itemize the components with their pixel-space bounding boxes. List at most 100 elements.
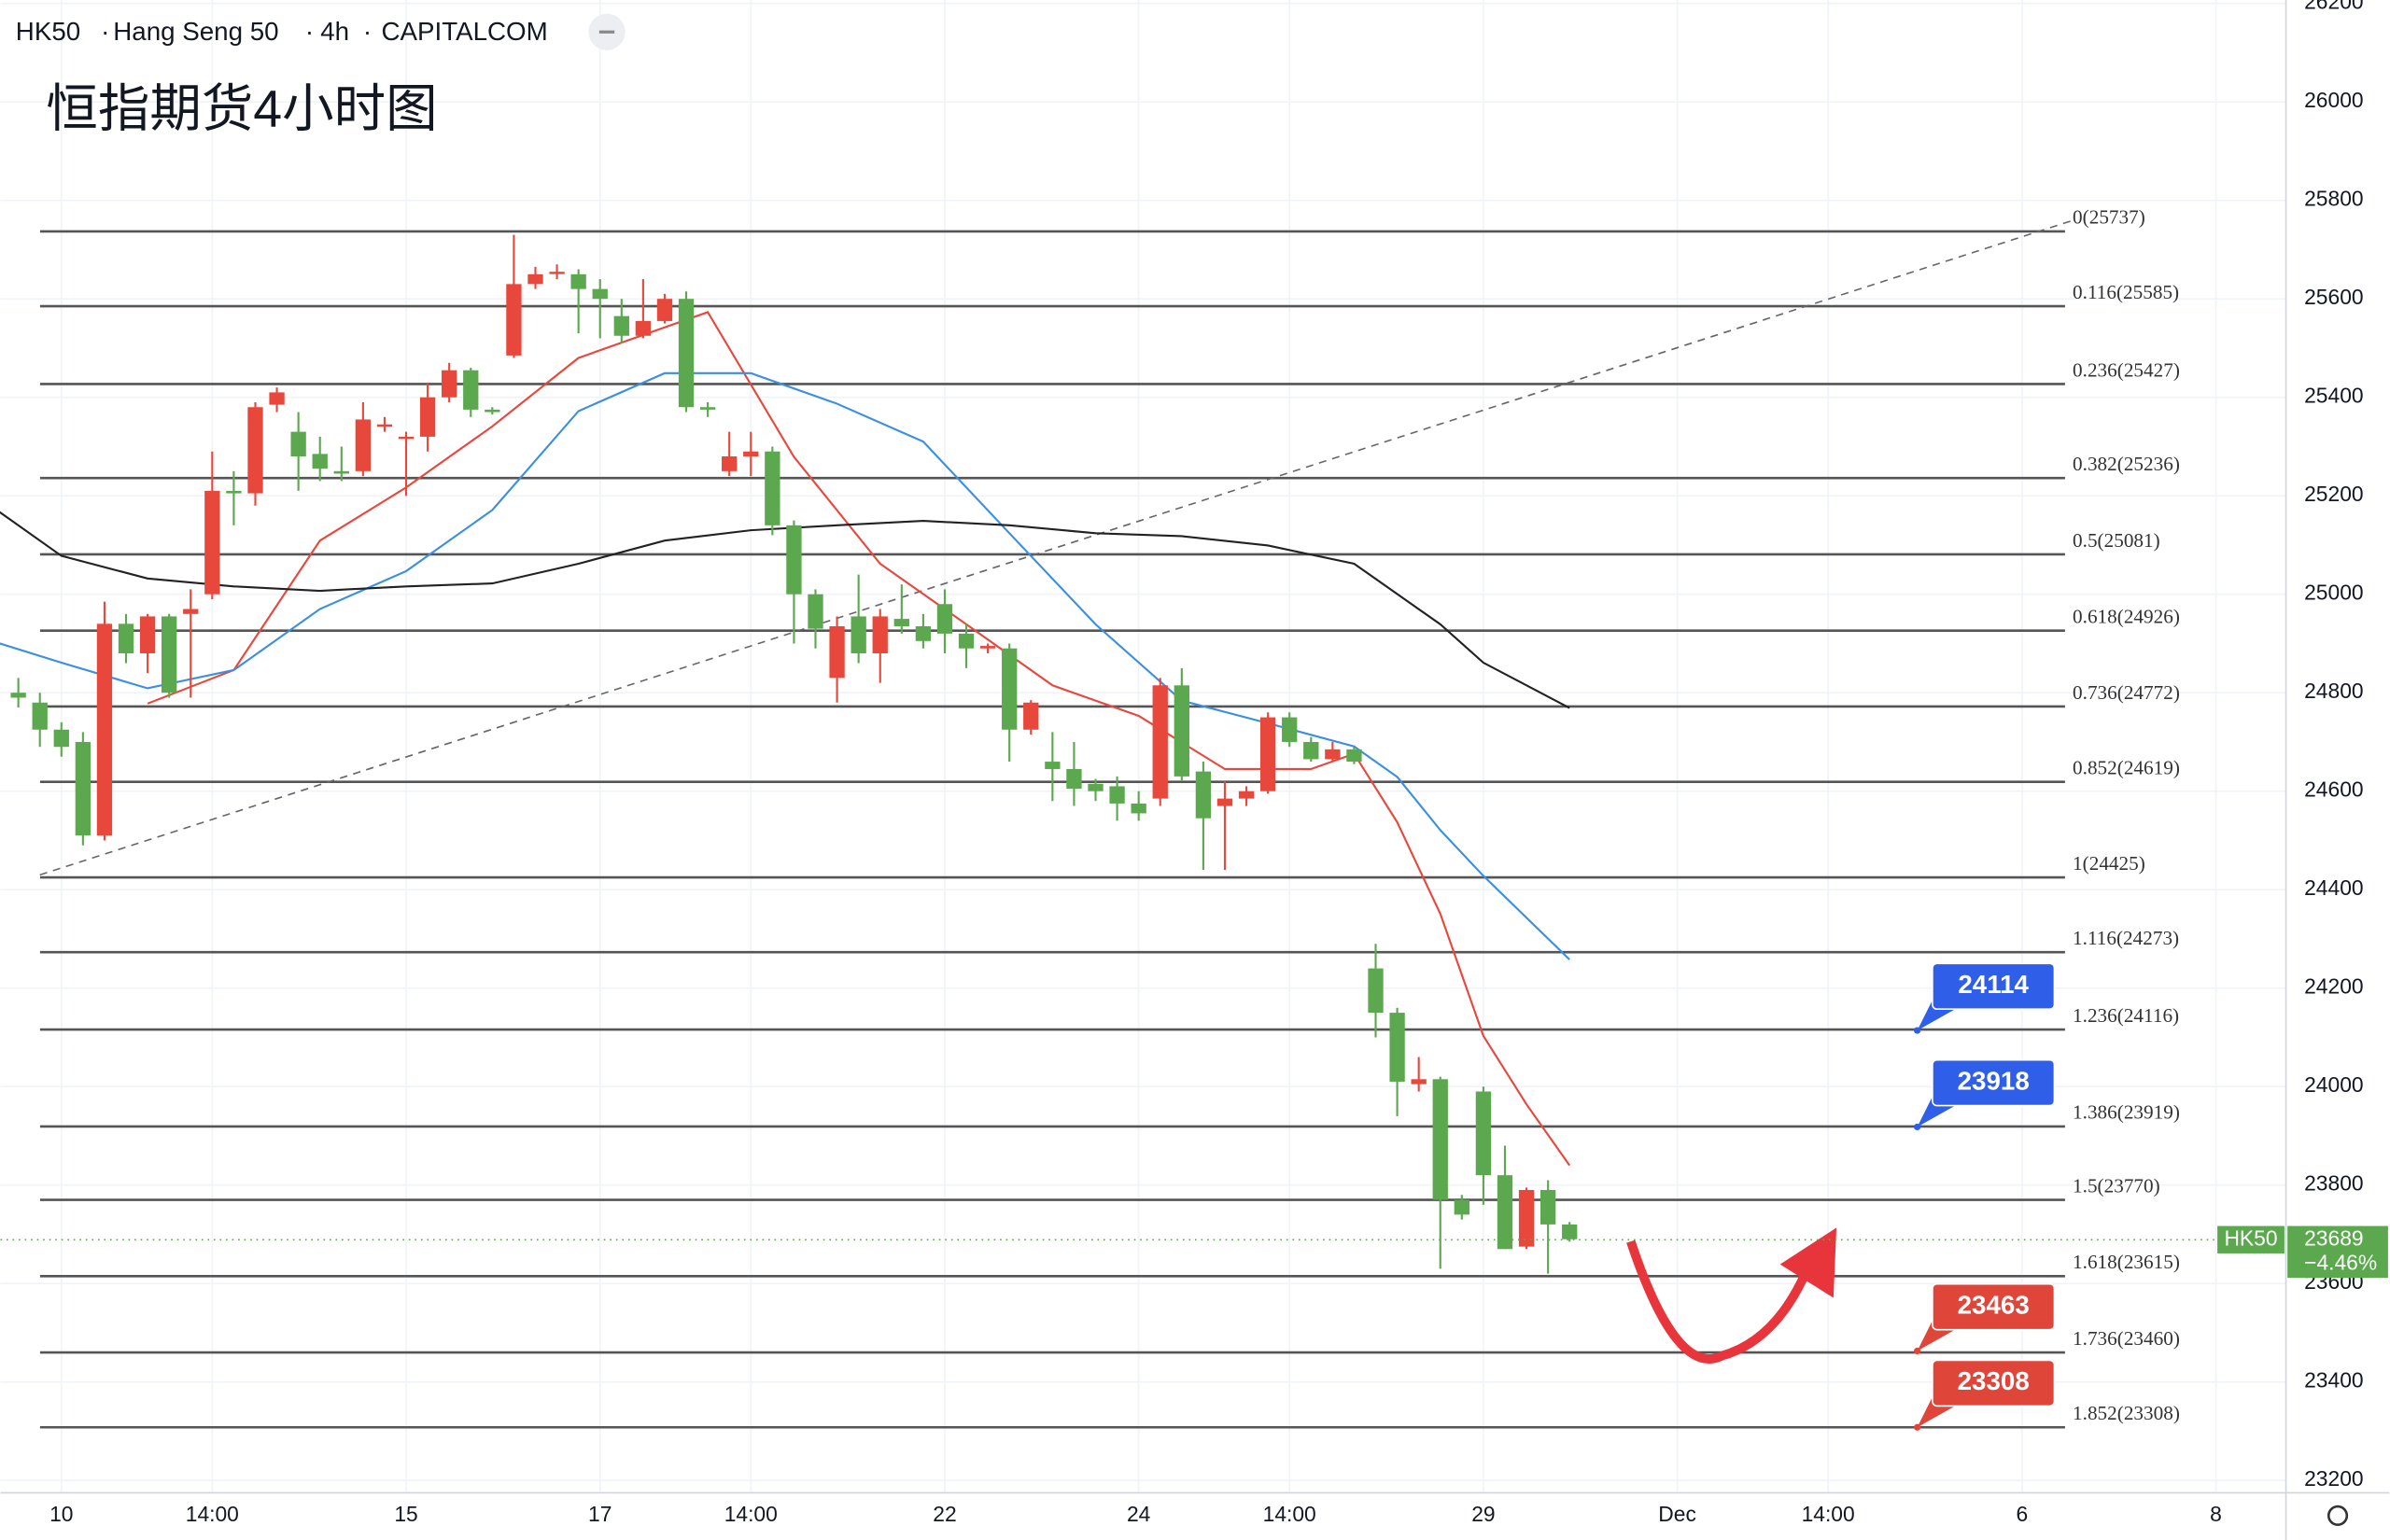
candle-body <box>290 431 306 457</box>
x-tick-label: 8 <box>2210 1502 2222 1526</box>
gear[interactable] <box>2327 1505 2349 1526</box>
candle-body <box>355 419 372 471</box>
candle-body <box>979 646 996 649</box>
candle-body <box>851 616 866 654</box>
candle-body <box>1411 1079 1427 1085</box>
symbol-tag-text: HK50 <box>2224 1225 2277 1250</box>
interval: 4h <box>320 17 349 46</box>
candle-body <box>1195 771 1212 819</box>
fib-label: 1.5(23770) <box>2073 1174 2160 1197</box>
candle-body <box>162 616 177 693</box>
candle-body <box>699 407 716 410</box>
candle-body <box>1259 717 1276 791</box>
candle-body <box>1152 685 1168 799</box>
y-tick-label: 23800 <box>2304 1171 2363 1196</box>
callout-box <box>1932 1058 2056 1107</box>
candle-body <box>247 407 263 494</box>
candle-body <box>75 741 91 836</box>
x-tick-label: 24 <box>1127 1502 1151 1526</box>
symbol: HK50 <box>16 17 80 46</box>
forecast-arrow <box>1626 1239 1810 1364</box>
x-tick-label: 14:00 <box>724 1502 778 1526</box>
x-tick-label: 17 <box>588 1502 612 1526</box>
candle-body <box>1497 1175 1513 1250</box>
candle-body <box>1518 1189 1535 1247</box>
candle-body <box>549 272 565 274</box>
x-tick-label: 22 <box>933 1502 956 1526</box>
candle-body <box>1346 749 1362 763</box>
candle-body <box>1088 783 1104 791</box>
candle-body <box>1475 1091 1492 1176</box>
candle-body <box>656 299 673 321</box>
fib-label: 0(25737) <box>2073 206 2145 229</box>
callout-label: 23463 <box>1958 1290 2030 1319</box>
fib-label: 0.116(25585) <box>2073 281 2179 303</box>
candle-body <box>32 702 48 730</box>
separator: · <box>101 17 109 46</box>
callout-anchor <box>1914 1423 1921 1431</box>
x-tick-label: 14:00 <box>1802 1502 1855 1526</box>
y-tick-label: 24400 <box>2304 875 2363 900</box>
candle-body <box>786 525 802 595</box>
candle-body <box>485 409 500 413</box>
y-tick-label: 25200 <box>2304 482 2363 506</box>
y-tick-label: 24200 <box>2304 974 2363 999</box>
candle-body <box>1389 1013 1405 1082</box>
callout-anchor <box>1914 1123 1921 1131</box>
candle-body <box>592 288 608 300</box>
fib-label: 1.618(23615) <box>2073 1251 2180 1273</box>
callout-box <box>1932 1282 2056 1331</box>
candle-body <box>829 625 845 679</box>
candle-body <box>527 273 543 285</box>
y-tick-label: 25800 <box>2304 187 2363 211</box>
candle-body <box>678 299 695 408</box>
callout-anchor <box>1914 1347 1921 1355</box>
separator: · <box>363 17 372 46</box>
fib-label: 1.236(24116) <box>2073 1004 2179 1027</box>
header: HK50 · Hang Seng 50 · 4h · CAPITALCOM <box>16 13 626 50</box>
x-tick-label: 6 <box>2016 1502 2028 1526</box>
candle-body <box>1238 791 1255 799</box>
callout-anchor <box>1914 1027 1921 1034</box>
candle-body <box>808 594 823 629</box>
candle-body <box>96 623 113 836</box>
candle-body <box>312 454 328 469</box>
y-tick-label: 24800 <box>2304 679 2363 703</box>
candle-body <box>10 693 26 698</box>
candle-body <box>1303 741 1319 760</box>
settings-icon[interactable] <box>2327 1505 2349 1526</box>
candle-body <box>1023 702 1039 730</box>
fib-label: 1.116(24273) <box>2073 927 2179 949</box>
y-tick-label: 26000 <box>2304 88 2363 112</box>
candle-body <box>506 284 522 356</box>
candle-body <box>1002 648 1018 730</box>
candle-body <box>635 320 652 336</box>
x-tick-label: 14:00 <box>186 1502 239 1526</box>
candle-body <box>1109 786 1125 804</box>
symbol-name: Hang Seng 50 <box>113 17 278 46</box>
candle-body <box>570 273 586 289</box>
candle-body <box>333 470 349 474</box>
x-tick-label: 29 <box>1471 1502 1495 1526</box>
fib-label: 0.736(24772) <box>2073 681 2180 704</box>
chart-title: 恒指期货4小时图 <box>46 79 437 137</box>
candle-body <box>226 490 242 494</box>
candle-body <box>1174 685 1189 777</box>
separator: · <box>305 17 314 46</box>
candle-body <box>376 424 393 427</box>
candle-body <box>613 315 629 336</box>
candle-body <box>1432 1079 1448 1200</box>
candle-body <box>1325 749 1341 760</box>
fib-label: 1.386(23919) <box>2073 1101 2180 1124</box>
x-tick-label: 15 <box>394 1502 417 1526</box>
candle-body <box>463 370 479 410</box>
price-tag-value: 23689 <box>2304 1225 2363 1250</box>
callout-box <box>1932 1359 2056 1407</box>
candle-body <box>139 616 156 654</box>
y-tick-label: 26200 <box>2304 0 2363 14</box>
candle-body <box>1368 968 1384 1014</box>
candle-body <box>269 392 285 405</box>
source: CAPITALCOM <box>381 17 547 46</box>
